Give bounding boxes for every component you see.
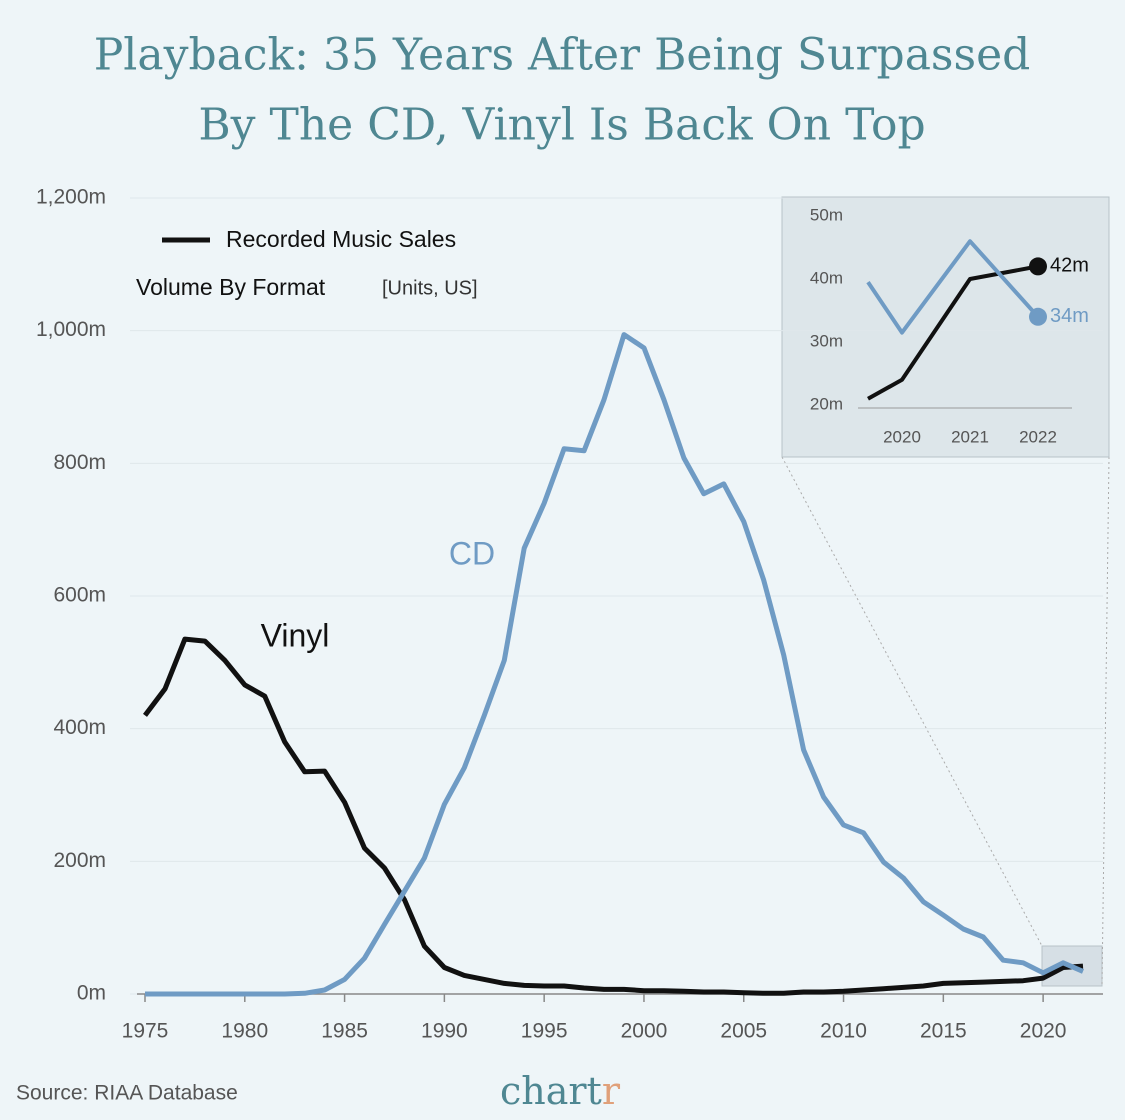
legend-label: Recorded Music Sales <box>226 226 456 252</box>
y-tick-label: 0m <box>77 982 106 1005</box>
chart-title: Playback: 35 Years After Being Surpassed <box>94 30 1031 81</box>
value-label: 42m <box>1050 255 1089 277</box>
logo-text: chart <box>500 1069 602 1113</box>
chart-title: By The CD, Vinyl Is Back On Top <box>198 100 925 151</box>
y-tick-label: 200m <box>53 849 106 872</box>
x-tick-label: 2020 <box>1020 1020 1067 1043</box>
inset-panel <box>781 196 1110 458</box>
end-dot <box>1029 257 1047 276</box>
x-tick-label: 2010 <box>820 1020 867 1043</box>
y-tick-label: 1,000m <box>36 318 106 341</box>
x-tick-label: 2022 <box>1019 427 1057 446</box>
x-tick-label: 1980 <box>221 1020 268 1043</box>
source: Source: RIAA Database <box>16 1082 238 1105</box>
end-dot <box>1029 307 1047 326</box>
logo-accent: r <box>602 1069 621 1113</box>
value-label: 34m <box>1050 305 1089 327</box>
x-tick-label: 2000 <box>621 1020 668 1043</box>
series-label: CD <box>449 535 495 571</box>
y-tick-label: 400m <box>53 716 106 739</box>
line-1 <box>145 332 1084 997</box>
line-0 <box>143 636 1084 996</box>
series-label: Vinyl <box>261 617 330 653</box>
connector <box>1101 456 1110 987</box>
y-tick-label: 600m <box>53 584 106 607</box>
units: [Units, US] <box>382 277 478 299</box>
line-0 <box>867 264 1039 401</box>
x-tick-label: 1995 <box>521 1020 568 1043</box>
y-tick-label: 40m <box>810 268 843 287</box>
x-tick-label: 1975 <box>122 1020 169 1043</box>
x-tick-label: 1990 <box>421 1020 468 1043</box>
x-tick-label: 1985 <box>321 1020 368 1043</box>
connector <box>781 456 1043 947</box>
x-tick-label: 2021 <box>951 427 989 446</box>
y-tick-label: 50m <box>810 205 843 224</box>
y-tick-label: 1,200m <box>36 186 106 209</box>
y-tick-label: 800m <box>53 451 106 474</box>
y-tick-label: 20m <box>810 394 843 413</box>
chart-subtitle: Volume By Format <box>136 274 326 300</box>
y-tick-label: 30m <box>810 331 843 350</box>
logo: chartr <box>500 1069 621 1113</box>
x-tick-label: 2015 <box>920 1020 967 1043</box>
x-tick-label: 2005 <box>720 1020 767 1043</box>
line-1 <box>866 239 1040 335</box>
x-tick-label: 2020 <box>883 427 921 446</box>
